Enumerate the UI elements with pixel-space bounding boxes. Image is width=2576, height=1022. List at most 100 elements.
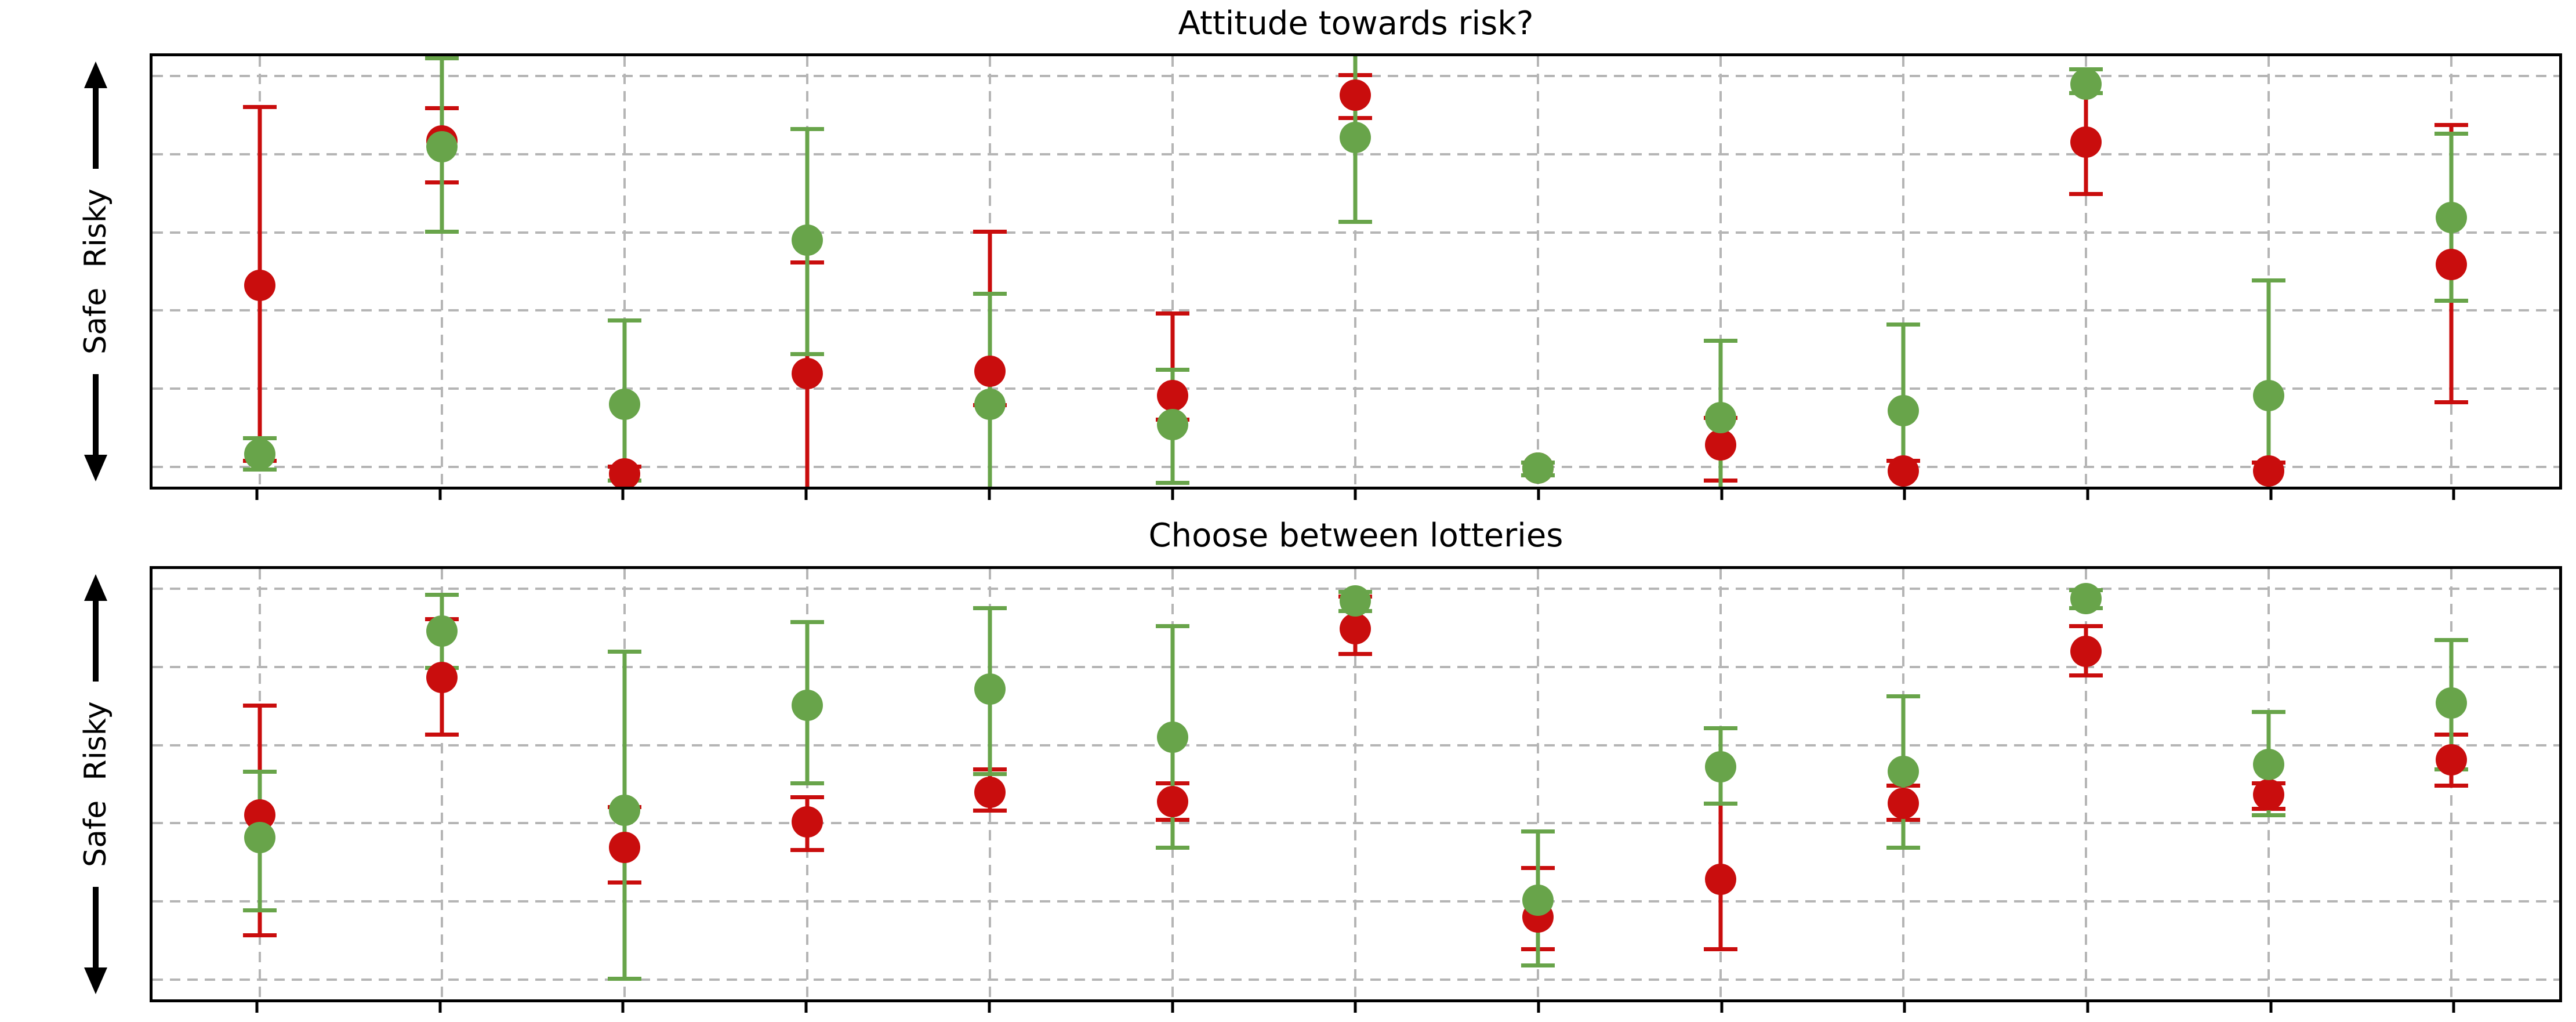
top-plot-area [150, 53, 2562, 490]
errorbar-green-cap [242, 770, 277, 774]
x-gridline [1537, 569, 1540, 999]
marker-red-dot [792, 806, 823, 838]
errorbar-green-cap [973, 772, 1007, 777]
top-plot-title: Attitude towards risk? [1178, 5, 1534, 42]
marker-green-dot [426, 131, 458, 163]
marker-green-dot [2435, 687, 2467, 719]
x-tick-mark [1354, 1001, 1357, 1013]
marker-green-dot [609, 389, 641, 421]
x-tick-mark [255, 488, 259, 500]
x-gridline [623, 56, 626, 487]
marker-green-dot [1522, 884, 1554, 916]
top-y-axis-label: Safe Risky [26, 53, 165, 490]
errorbar-red-cap [242, 105, 277, 110]
errorbar-green-cap [425, 230, 459, 234]
marker-red-dot [2252, 778, 2284, 810]
errorbar-green-cap [973, 291, 1007, 296]
marker-green-dot [2070, 68, 2102, 100]
y-axis-label-risky: Risky [78, 189, 113, 268]
errorbar-green-cap [2434, 298, 2468, 303]
marker-green-dot [244, 438, 275, 470]
errorbar-green-cap [1886, 322, 1921, 327]
up-arrow-icon [84, 574, 107, 682]
errorbar-green-cap [242, 908, 277, 912]
errorbar-green-cap [2434, 638, 2468, 643]
marker-red-dot [1888, 788, 1920, 820]
errorbar-green-cap [2434, 131, 2468, 136]
errorbar-green-cap [1886, 694, 1921, 698]
x-gridline [1537, 56, 1540, 487]
errorbar-green-cap [608, 977, 642, 981]
bottom-plot-title: Choose between lotteries [1148, 517, 1563, 555]
errorbar-green-cap [1704, 338, 1738, 343]
marker-green-dot [1522, 452, 1554, 484]
errorbar-green-cap [1156, 480, 1190, 485]
errorbar-red-cap [242, 933, 277, 938]
marker-green-dot [1888, 395, 1920, 427]
x-tick-mark [1903, 488, 1906, 500]
marker-green-dot [244, 822, 275, 854]
marker-green-dot [2070, 583, 2102, 615]
x-gridline [1719, 56, 1722, 487]
x-tick-mark [1171, 1001, 1174, 1013]
marker-green-dot [426, 615, 458, 647]
errorbar-green-cap [1521, 829, 1555, 833]
errorbar-green-cap [790, 781, 825, 785]
x-tick-mark [1171, 488, 1174, 500]
marker-red-dot [244, 270, 275, 302]
errorbar-green-cap [1156, 367, 1190, 372]
x-gridline [2267, 56, 2270, 487]
marker-red-dot [1705, 863, 1737, 895]
errorbar-red-cap [790, 847, 825, 852]
errorbar-green-cap [1338, 53, 1372, 55]
x-tick-mark [438, 488, 442, 500]
errorbar-green-cap [425, 592, 459, 597]
marker-green-dot [2252, 379, 2284, 411]
errorbar-green-cap [2251, 278, 2285, 282]
x-tick-mark [2269, 1001, 2273, 1013]
x-tick-mark [621, 488, 625, 500]
marker-red-dot [609, 832, 641, 864]
y-axis-label-risky: Risky [78, 701, 113, 781]
errorbar-red-cap [2069, 673, 2103, 678]
marker-red-dot [1340, 79, 1372, 111]
errorbar-green-cap [425, 56, 459, 61]
errorbar-green-cap [1156, 846, 1190, 850]
x-tick-mark [2452, 1001, 2455, 1013]
x-gridline [441, 569, 444, 999]
x-gridline [1354, 569, 1357, 999]
errorbar-green-cap [608, 650, 642, 654]
marker-red-dot [792, 358, 823, 390]
marker-green-dot [1157, 409, 1189, 441]
x-tick-mark [621, 1001, 625, 1013]
errorbar-red-cap [2434, 400, 2468, 405]
marker-green-dot [792, 224, 823, 256]
marker-green-dot [1705, 751, 1737, 783]
errorbar-green-cap [1338, 220, 1373, 224]
x-tick-mark [438, 1001, 442, 1013]
marker-red-dot [2070, 126, 2102, 158]
x-tick-mark [1537, 1001, 1540, 1013]
errorbar-red-cap [242, 703, 277, 708]
x-tick-mark [255, 1001, 259, 1013]
errorbar-green-cap [790, 126, 825, 131]
errorbar-red-cap [1338, 652, 1373, 657]
top-y-axis-label-rotated: Safe Risky [26, 53, 165, 490]
marker-green-dot [1340, 122, 1372, 154]
errorbar-red-cap [425, 733, 459, 737]
x-gridline [2084, 569, 2087, 999]
x-tick-mark [2269, 488, 2273, 500]
marker-red-dot [1888, 455, 1920, 487]
down-arrow-icon [84, 886, 107, 994]
marker-red-dot [1705, 429, 1737, 461]
x-tick-mark [1537, 488, 1540, 500]
x-gridline [441, 56, 444, 487]
marker-red-dot [609, 458, 641, 487]
x-gridline [1171, 56, 1174, 487]
errorbar-green-cap [790, 620, 825, 625]
errorbar-red-cap [973, 809, 1007, 813]
errorbar-green-cap [2251, 813, 2285, 818]
marker-red-dot [974, 356, 1006, 387]
marker-green-dot [2435, 201, 2467, 233]
marker-red-dot [1340, 613, 1372, 645]
